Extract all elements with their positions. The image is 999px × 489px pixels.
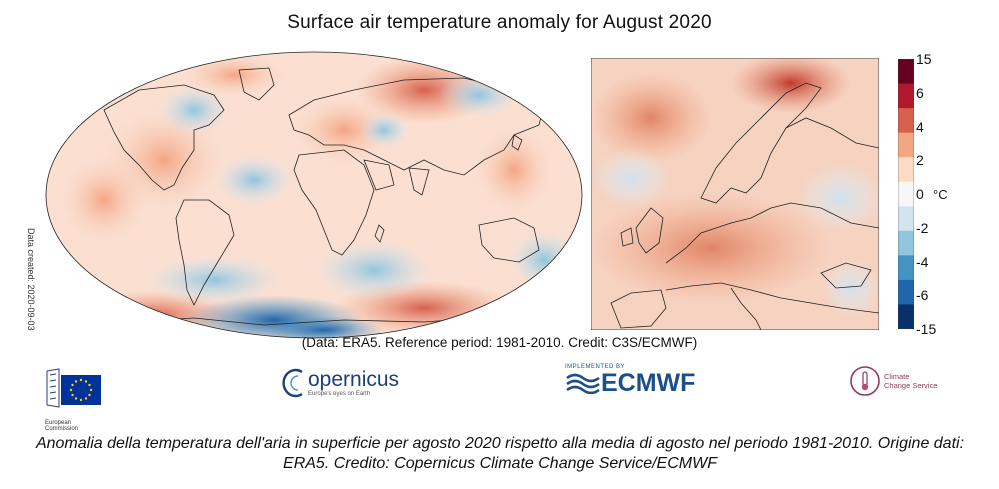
colorbar-segment <box>898 255 914 281</box>
colorbar-segment <box>898 157 914 183</box>
italian-caption: Anomalia della temperatura dell'aria in … <box>35 435 965 472</box>
date-created-label: Data created: 2020-09-03 <box>26 228 36 331</box>
ecmwf-implemented-by: IMPLEMENTED BY <box>565 364 626 370</box>
colorbar-tick-label: 2 <box>916 152 924 169</box>
colorbar-unit: °C <box>933 187 948 202</box>
world-anomaly-map <box>45 51 583 339</box>
eu-logo-text: European Commission <box>45 420 79 432</box>
ecmwf-wordmark: ECMWF <box>601 369 696 397</box>
ecmwf-wave-icon <box>566 373 600 394</box>
europe-anomaly-map <box>591 58 879 330</box>
colorbar <box>898 59 914 329</box>
ecmwf-logo: IMPLEMENTED BY ECMWF <box>565 364 695 396</box>
colorbar-segment <box>898 83 914 109</box>
chart-title: Surface air temperature anomaly for Augu… <box>287 12 712 33</box>
colorbar-tick-label: -2 <box>916 219 929 236</box>
colorbar-tick-label: -4 <box>916 253 929 270</box>
colorbar-tick-label: -15 <box>916 321 937 337</box>
european-commission-logo: European Commission <box>45 367 105 432</box>
source-credit-line: (Data: ERA5. Reference period: 1981-2010… <box>301 335 698 350</box>
colorbar-tick-label: 15 <box>916 51 932 67</box>
c3s-logo: Climate Change Service <box>848 364 937 398</box>
logo-strip: European Commission opernicus Europe's e… <box>0 360 999 432</box>
colorbar-segment <box>898 108 914 134</box>
colorbar-segment <box>898 59 914 85</box>
colorbar-segment <box>898 181 914 207</box>
colorbar-segment <box>898 132 914 158</box>
copernicus-c-icon <box>282 368 303 398</box>
copernicus-tagline: Europe's eyes on Earth <box>308 391 371 397</box>
colorbar-segment <box>898 304 914 329</box>
colorbar-tick-label: -6 <box>916 287 929 304</box>
colorbar-segment <box>898 206 914 232</box>
c3s-line2: Change Service <box>884 381 938 390</box>
c3s-line1: Climate <box>884 372 910 381</box>
colorbar-tick-label: 0 <box>916 186 924 202</box>
copernicus-logo: opernicus Europe's eyes on Earth <box>282 366 399 400</box>
colorbar-tick-label: 4 <box>916 118 924 135</box>
copernicus-wordmark: opernicus <box>308 368 400 391</box>
colorbar-segment <box>898 279 914 305</box>
colorbar-segment <box>898 230 914 256</box>
c3s-thermometer-icon <box>850 366 880 396</box>
colorbar-tick-label: 6 <box>916 84 924 101</box>
